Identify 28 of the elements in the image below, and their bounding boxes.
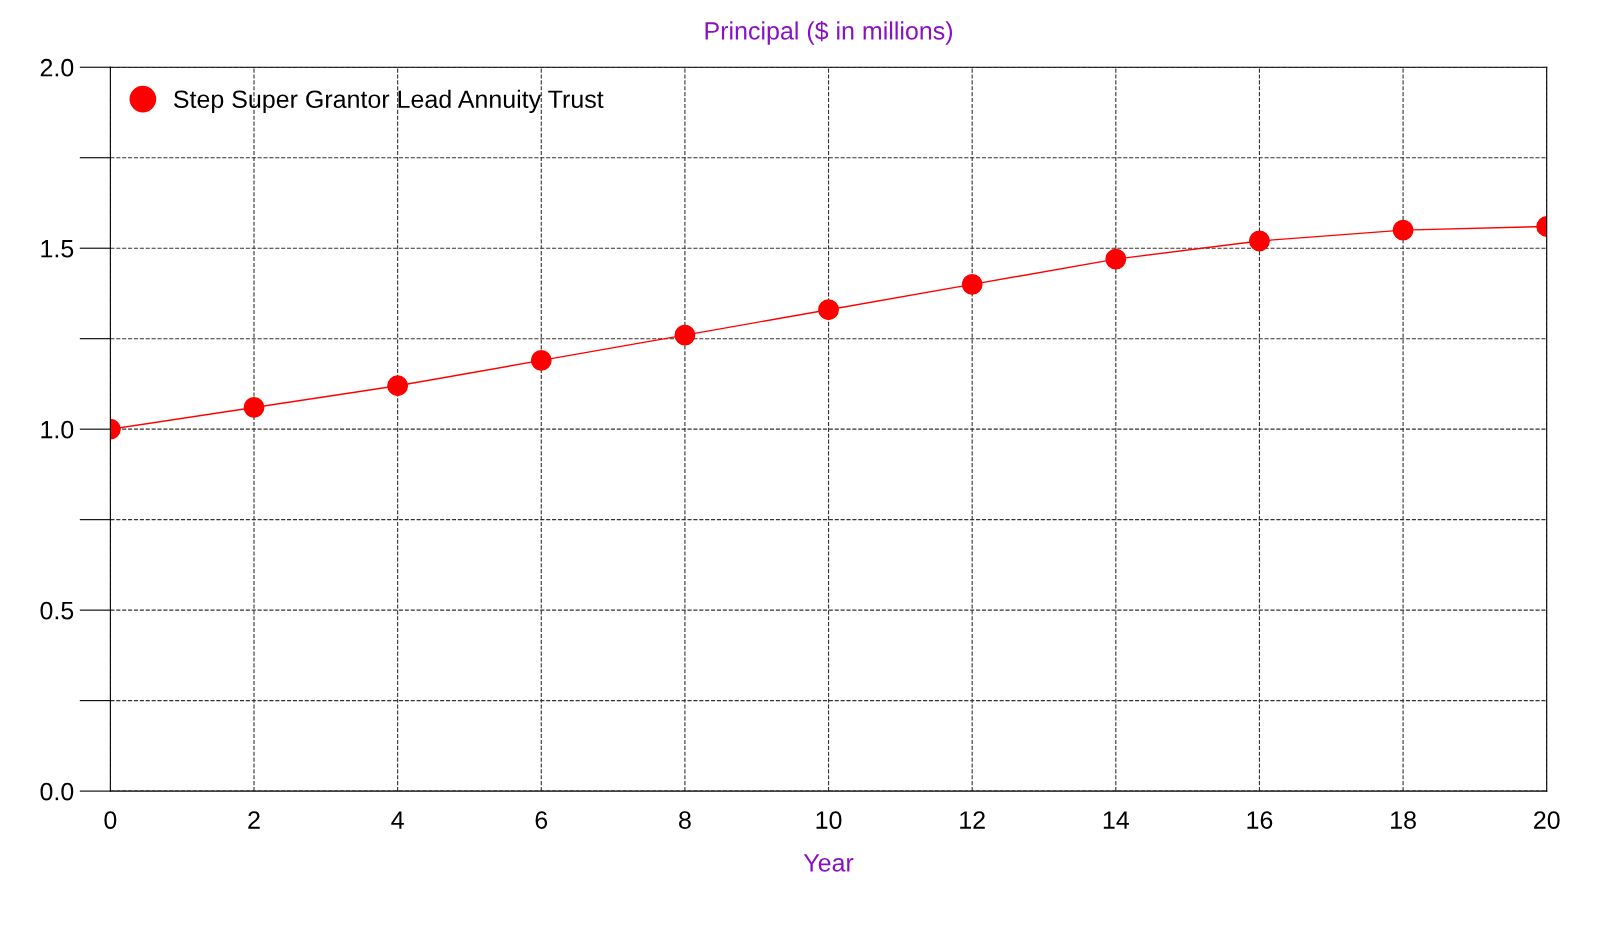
x-tick-label: 20 <box>1534 811 1560 829</box>
x-tick-label: 0 <box>104 811 117 829</box>
point <box>1105 248 1127 270</box>
y-tick-label: 0.5 <box>40 601 74 620</box>
point <box>961 273 983 295</box>
y-tick-label: 1.5 <box>41 240 74 258</box>
point <box>243 397 265 418</box>
x-tick-label: 6 <box>535 811 548 829</box>
point <box>818 299 839 321</box>
point <box>387 375 409 397</box>
point <box>674 324 696 346</box>
x-tick-label: 2 <box>248 811 260 829</box>
x-axis-title: Year <box>803 854 854 872</box>
y-tick-label: 0.0 <box>40 782 74 801</box>
point <box>1392 219 1414 241</box>
y-tick-label: 2.0 <box>40 58 74 77</box>
x-tick-label: 10 <box>816 811 842 829</box>
x-tick-label: 14 <box>1103 811 1129 829</box>
x-tick-label: 12 <box>960 811 985 829</box>
x-tick-label: 18 <box>1391 811 1416 829</box>
legend-label: Step Super Grantor Lead Annuity Trust <box>174 89 604 114</box>
y-tick-label: 1.0 <box>41 420 74 439</box>
point <box>1249 230 1270 252</box>
chart-title: Principal ($ in millions) <box>705 20 953 45</box>
x-tick-label: 4 <box>391 811 404 829</box>
x-tick-label: 16 <box>1247 811 1273 829</box>
x-tick-label: 8 <box>679 811 691 829</box>
point <box>530 349 552 371</box>
